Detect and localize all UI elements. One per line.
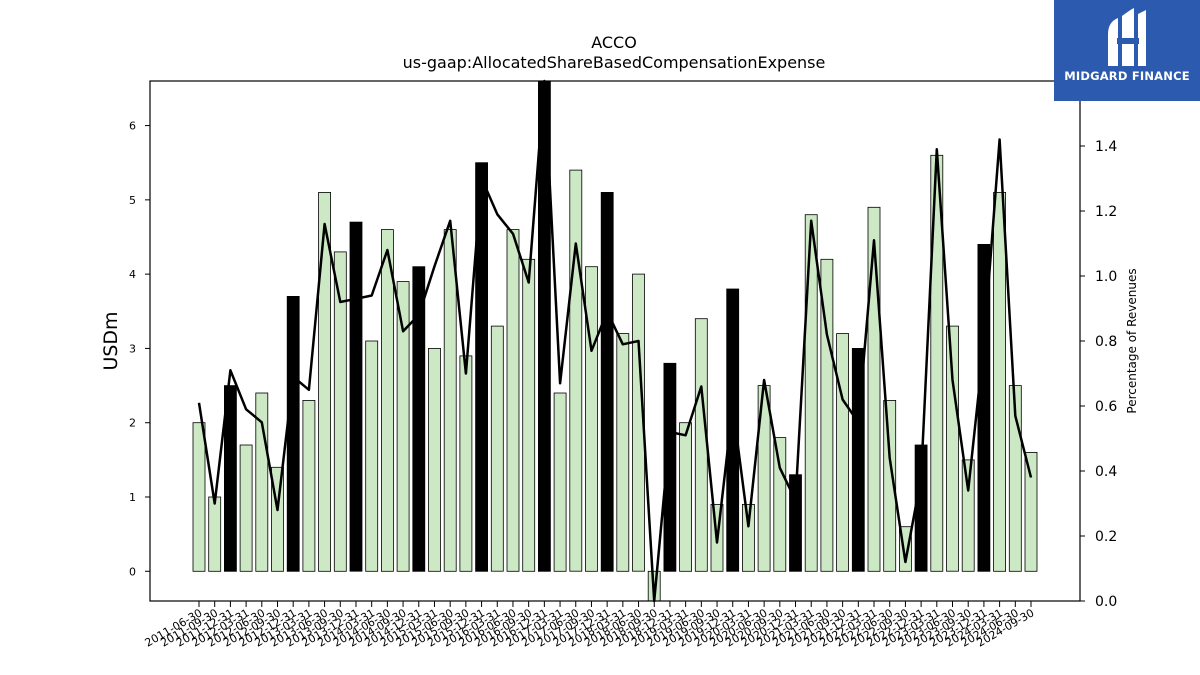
- y-tick-label: 1: [129, 491, 136, 504]
- y-tick-label: 3: [129, 342, 136, 355]
- bar-2011-12-31: [223, 385, 237, 572]
- line-series: [197, 79, 1033, 603]
- bar-2020-09-30: [773, 437, 787, 572]
- bar-2013-06-30: [318, 191, 332, 572]
- y-tick-label: 2: [129, 417, 136, 430]
- brand-logo: MIDGARD FINANCE: [1054, 0, 1200, 101]
- bar-2021-03-31: [804, 214, 818, 572]
- bar-2021-06-30: [820, 258, 834, 572]
- y2-axis-label: Percentage of Revenues: [1125, 268, 1139, 413]
- bar-2017-03-31: [553, 392, 567, 572]
- bar-2015-06-30: [443, 229, 457, 572]
- bar-2023-06-30: [946, 325, 959, 572]
- bar-2024-09-30: [1024, 451, 1038, 572]
- bar-2022-06-30: [883, 399, 897, 572]
- y-tick-label: 0: [129, 565, 136, 578]
- y2-tick-label: 1.4: [1095, 139, 1117, 155]
- bar-2017-09-30: [585, 266, 598, 572]
- y2-tick-label: 0.8: [1095, 334, 1117, 350]
- logo-text: MIDGARD FINANCE: [1064, 69, 1190, 83]
- y2-tick-label: 1.2: [1095, 204, 1117, 220]
- y-tick-label: 6: [129, 120, 136, 133]
- bar-2014-09-30: [396, 281, 410, 572]
- bar-2015-03-31: [428, 347, 441, 572]
- y-tick-label: 5: [129, 194, 136, 207]
- bar-2021-12-31: [851, 347, 865, 572]
- y-axis-label: USDm: [100, 311, 122, 370]
- bar-2013-03-31: [302, 399, 316, 572]
- x-axis: 2011-06-302011-09-302011-12-312012-03-31…: [143, 601, 1037, 650]
- bar-2016-06-30: [506, 229, 520, 572]
- bar-2017-12-31: [600, 191, 614, 572]
- bar-2024-03-31: [993, 191, 1006, 572]
- bar-2013-12-31: [349, 221, 363, 572]
- y2-tick-label: 0.6: [1095, 399, 1117, 415]
- y2-axis: 0.00.20.40.60.81.01.21.41.6: [1080, 74, 1117, 610]
- bar-2019-06-30: [694, 318, 708, 572]
- chart-title: ACCO: [591, 33, 637, 52]
- bar-2011-09-30: [208, 496, 222, 572]
- bar-2020-12-31: [789, 474, 802, 572]
- bar-2012-12-31: [286, 295, 300, 572]
- y2-tick-label: 1.0: [1095, 269, 1117, 285]
- y2-tick-label: 0.2: [1095, 529, 1117, 545]
- y-axis: 0 1 2 3 4 5 6: [129, 120, 150, 578]
- bar-2022-03-31: [867, 206, 881, 572]
- bar-2020-03-31: [742, 503, 755, 572]
- y-tick-label: 4: [129, 268, 136, 281]
- bar-2014-03-31: [365, 340, 379, 572]
- chart-subtitle: us-gaap:AllocatedShareBasedCompensationE…: [403, 53, 826, 72]
- y2-tick-label: 0.0: [1095, 594, 1117, 610]
- bar-2016-09-30: [522, 258, 536, 572]
- bar-2015-12-31: [475, 162, 489, 572]
- bar-2018-12-31: [663, 362, 677, 572]
- bar-2015-09-30: [459, 355, 473, 572]
- line-group: [197, 79, 1033, 603]
- bar-2019-12-31: [726, 288, 740, 572]
- logo-icon: [1108, 8, 1146, 66]
- y2-tick-label: 0.4: [1095, 464, 1117, 480]
- bar-2013-09-30: [333, 251, 347, 572]
- bar-2014-12-31: [412, 266, 426, 572]
- bar-2011-06-30: [192, 422, 206, 572]
- bar-2017-06-30: [569, 169, 583, 572]
- bar-2014-06-30: [380, 229, 394, 572]
- bar-2021-09-30: [836, 333, 849, 572]
- bar-2019-03-31: [679, 422, 692, 572]
- bar-2016-03-31: [490, 325, 504, 572]
- bar-group: [192, 80, 1038, 602]
- bar-2023-09-30: [961, 459, 975, 572]
- bar-2018-03-31: [616, 333, 630, 572]
- bar-2012-03-31: [239, 444, 253, 572]
